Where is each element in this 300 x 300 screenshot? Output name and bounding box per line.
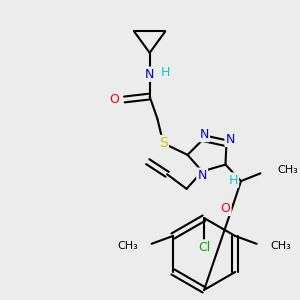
- Text: CH₃: CH₃: [270, 241, 291, 251]
- Text: O: O: [110, 93, 120, 106]
- Text: CH₃: CH₃: [117, 241, 138, 251]
- Text: S: S: [159, 136, 168, 150]
- Text: O: O: [220, 202, 230, 215]
- Text: N: N: [226, 133, 235, 146]
- Text: H: H: [160, 66, 170, 79]
- Text: N: N: [145, 68, 154, 81]
- Text: N: N: [200, 128, 209, 141]
- Text: H: H: [229, 174, 238, 187]
- Text: Cl: Cl: [198, 241, 210, 254]
- Text: N: N: [197, 169, 207, 182]
- Text: CH₃: CH₃: [277, 165, 298, 176]
